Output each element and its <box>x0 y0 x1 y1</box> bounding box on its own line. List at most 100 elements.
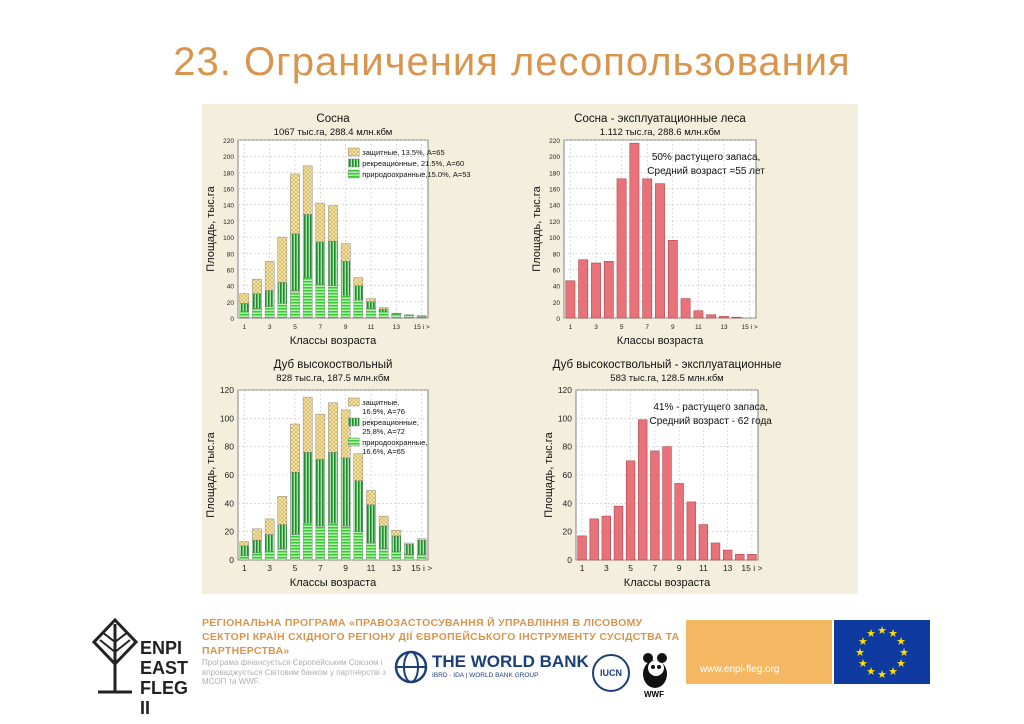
y-tick-label: 80 <box>225 442 235 452</box>
y-tick-label: 180 <box>223 170 234 177</box>
y-axis-label: Площадь, тыс.га <box>205 431 217 517</box>
bar-segment <box>340 243 351 262</box>
eu-star-icon: ★ <box>855 647 865 659</box>
bar <box>686 501 696 561</box>
y-tick-label: 100 <box>223 235 234 242</box>
x-tick-label: 11 <box>695 324 702 331</box>
y-tick-label: 0 <box>229 555 234 565</box>
bar-segment <box>252 539 262 554</box>
bar-segment <box>302 396 313 453</box>
eu-flag: ★ ★ ★ ★ ★ ★ ★ ★ ★ ★ ★ ★ <box>834 620 930 684</box>
bar <box>662 446 672 561</box>
bar <box>642 178 653 319</box>
legend-swatch <box>347 158 360 168</box>
bar <box>719 316 729 319</box>
legend-label: рекреационные, 21.5%, A=60 <box>362 159 464 168</box>
x-tick-label: 13 <box>720 324 728 331</box>
world-bank-label: THE WORLD BANK <box>432 652 589 671</box>
x-tick-label: 9 <box>344 324 348 331</box>
x-tick-label: 7 <box>319 324 323 331</box>
y-tick-label: 80 <box>563 442 573 452</box>
bar-segment <box>290 173 300 235</box>
bar-segment <box>264 534 275 552</box>
chart-title: Дуб высокоствольный <box>274 359 393 371</box>
bar-segment <box>328 402 338 453</box>
x-tick-label: 15 і > <box>742 323 758 331</box>
bar-segment <box>391 535 402 552</box>
eu-star-icon: ★ <box>896 658 906 670</box>
y-tick-label: 20 <box>225 527 235 537</box>
bar-segment <box>252 293 262 309</box>
x-tick-label: 1 <box>243 324 247 331</box>
bar-segment <box>302 452 313 524</box>
chart-annotation: Средний возраст - 62 года <box>650 416 773 427</box>
bar-segment <box>391 551 402 561</box>
y-tick-label: 0 <box>556 316 560 323</box>
bar-segment <box>290 290 300 319</box>
bar <box>589 518 599 561</box>
bar-segment <box>264 518 275 535</box>
bar-segment <box>378 311 389 319</box>
x-tick-label: 11 <box>699 563 708 573</box>
bar-segment <box>366 308 376 319</box>
bar-segment <box>315 241 326 285</box>
eu-star-icon: ★ <box>858 658 868 670</box>
x-axis-label: Классы возраста <box>617 335 704 347</box>
bar-segment <box>378 525 389 549</box>
bar-segment <box>340 261 351 296</box>
eu-star-icon: ★ <box>866 666 876 678</box>
eu-star-icon: ★ <box>866 628 876 640</box>
legend-swatch <box>347 397 360 407</box>
x-tick-label: 13 <box>723 563 733 573</box>
bar-segment <box>315 283 326 319</box>
chart-subtitle: 583 тыс.га, 128.5 млн.кбм <box>610 373 723 384</box>
bar-segment <box>391 312 402 315</box>
eu-star-icon: ★ <box>888 628 898 640</box>
bar <box>698 524 709 561</box>
chart-oak: Дуб высокоствольный 828 тыс.га, 187.5 млн… <box>205 359 432 589</box>
wwf-panda-icon <box>643 653 667 688</box>
world-bank-globe-icon <box>394 650 428 684</box>
y-tick-label: 120 <box>558 385 572 395</box>
bar <box>650 450 660 561</box>
x-tick-label: 1 <box>242 563 247 573</box>
bar-segment <box>315 413 326 460</box>
chart-subtitle: 1.112 тыс.га, 288.6 млн.кбм <box>600 127 721 138</box>
bar-segment <box>404 544 414 555</box>
bar <box>710 542 721 561</box>
bar-segment <box>239 545 250 556</box>
charts-canvas: Сосна 1067 тыс.га, 288.4 млн.кбм 0 20 40 60 80… <box>205 113 781 589</box>
bar <box>601 515 612 561</box>
bar-segment <box>328 240 338 286</box>
bar-segment <box>404 314 414 316</box>
eu-star-icon: ★ <box>877 669 887 681</box>
legend-label: 16.9%, A=76 <box>362 407 405 416</box>
eu-star-icon: ★ <box>899 647 909 659</box>
bar-segment <box>290 423 300 473</box>
y-tick-label: 120 <box>223 219 234 226</box>
legend-swatch <box>347 147 360 157</box>
legend-label: защитные, <box>362 398 399 407</box>
x-tick-label: 7 <box>652 563 657 573</box>
bar <box>655 183 665 319</box>
y-tick-label: 40 <box>225 498 235 508</box>
bar-segment <box>328 522 338 561</box>
chart-pine: Сосна 1067 тыс.га, 288.4 млн.кбм 0 20 40 60 80… <box>205 113 471 347</box>
chart-title: Сосна - эксплуатационные леса <box>574 113 746 125</box>
website-link[interactable]: www.enpi-fleg.org <box>700 664 780 675</box>
bar-segment <box>340 409 351 459</box>
chart-title: Сосна <box>316 113 350 125</box>
bar-segment <box>404 315 414 319</box>
y-tick-label: 40 <box>553 284 561 291</box>
eu-stars-icon: ★★★★★★★★★ ★ ★★ <box>855 625 909 681</box>
bar <box>625 460 636 561</box>
x-tick-label: 3 <box>268 324 272 331</box>
bar-segment <box>391 530 402 537</box>
bar-segment <box>366 298 376 303</box>
legend-label: защитные, 13.5%, A=65 <box>362 148 444 157</box>
legend-swatch <box>347 417 360 427</box>
bar <box>638 419 648 561</box>
chart-oak-exploitation: Дуб высокоствольный - эксплуатационные58… <box>543 359 781 589</box>
eu-star-icon: ★ <box>858 636 868 648</box>
y-tick-label: 20 <box>227 300 235 307</box>
